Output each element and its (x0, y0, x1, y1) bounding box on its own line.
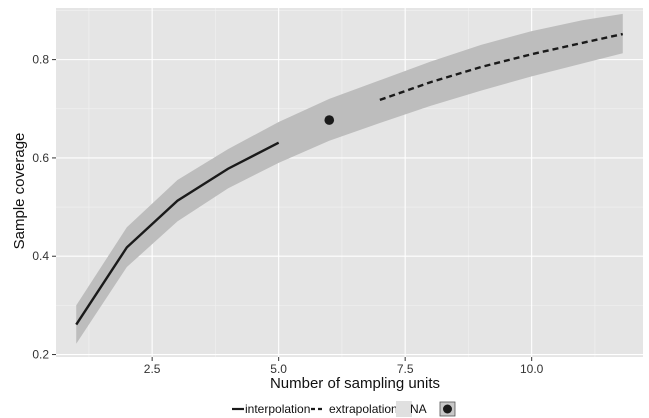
y-tick-label: 0.6 (32, 151, 49, 165)
x-tick-label: 5.0 (270, 362, 287, 376)
observed-point (324, 115, 335, 125)
legend-na-label: NA (410, 402, 427, 416)
extrapolation-line (379, 32, 624, 102)
major-grid (56, 8, 643, 357)
interpolation-line (75, 141, 280, 326)
y-axis-ticks: 0.2 0.4 0.6 0.8 (32, 53, 56, 362)
legend: interpolation extrapolation NA (232, 401, 456, 417)
legend-na-key (396, 401, 412, 417)
x-tick-label: 7.5 (397, 362, 414, 376)
x-tick-label: 2.5 (144, 362, 161, 376)
x-axis-ticks: 2.55.07.510.012. (144, 357, 544, 376)
x-tick-label: 10.0 (520, 362, 544, 376)
y-tick-label: 0.8 (32, 53, 49, 67)
y-tick-label: 0.2 (32, 348, 49, 362)
legend-extrapolation-label: extrapolation (329, 402, 398, 416)
x-axis-title: Number of sampling units (270, 375, 440, 392)
legend-interpolation-label: interpolation (245, 402, 310, 416)
y-axis-title: Sample coverage (11, 133, 28, 250)
legend-point-key (443, 404, 452, 414)
y-tick-label: 0.4 (32, 249, 49, 263)
